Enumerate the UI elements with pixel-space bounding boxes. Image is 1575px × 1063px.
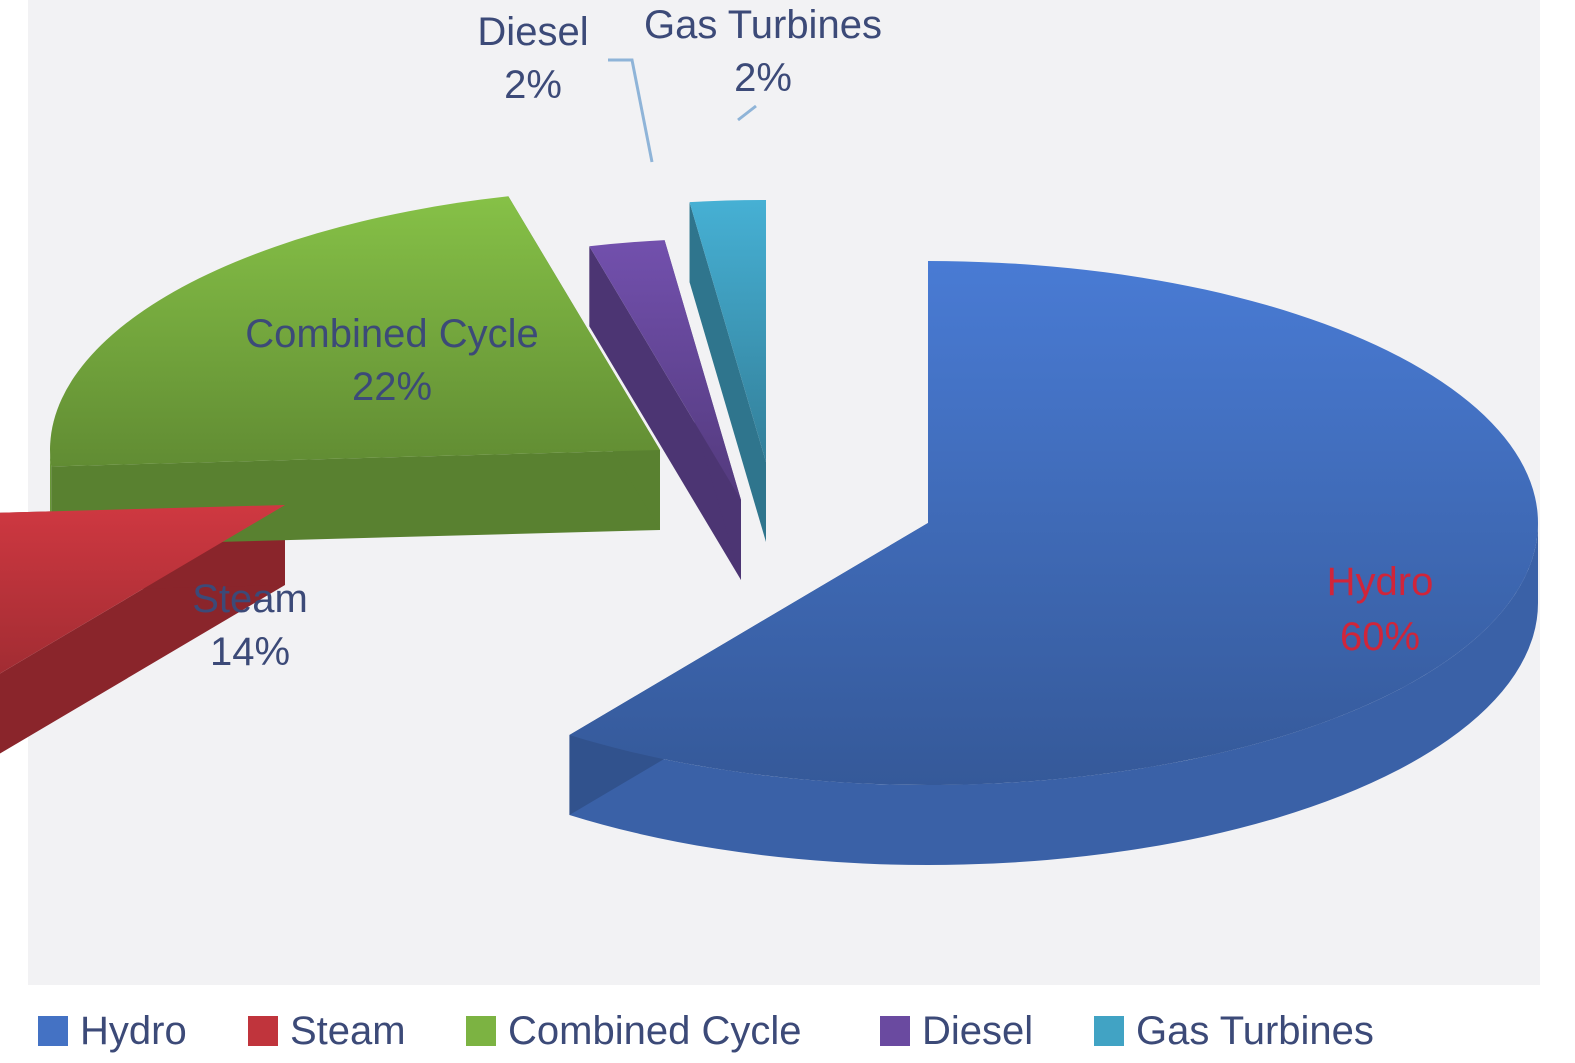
slice-hydro bbox=[569, 261, 1538, 785]
slice-value-label-diesel: 2% bbox=[504, 63, 562, 107]
slice-wall-diesel-0 bbox=[589, 246, 741, 581]
slice-value-label-gas-turbines: 2% bbox=[734, 56, 792, 100]
slice-wall-gas-turbines-0 bbox=[689, 202, 766, 542]
slice-side-hydro bbox=[569, 523, 1539, 865]
legend-label-combined-cycle: Combined Cycle bbox=[508, 1008, 802, 1053]
slice-name-label-diesel: Diesel bbox=[477, 10, 588, 54]
legend-swatch-gas-turbines bbox=[1094, 1016, 1124, 1046]
legend-swatch-steam bbox=[248, 1016, 278, 1046]
legend-label-gas-turbines: Gas Turbines bbox=[1136, 1008, 1374, 1053]
slice-value-label-combined-cycle: 22% bbox=[352, 365, 432, 409]
legend-label-hydro: Hydro bbox=[80, 1008, 187, 1053]
slice-name-label-hydro: Hydro bbox=[1327, 560, 1434, 604]
legend-label-steam: Steam bbox=[290, 1008, 406, 1053]
leader-line-gas-turbines bbox=[737, 104, 757, 122]
legend-swatch-hydro bbox=[38, 1016, 68, 1046]
slice-steam bbox=[0, 505, 285, 674]
legend-item-gas-turbines: Gas Turbines bbox=[1094, 1006, 1374, 1056]
legend-item-diesel: Diesel bbox=[880, 1006, 1033, 1056]
slice-labels: Hydro 60% Steam 14% Combined Cycle 22% Diesel 2… bbox=[192, 3, 1433, 674]
legend-item-steam: Steam bbox=[248, 1006, 406, 1056]
slice-value-label-steam: 14% bbox=[210, 630, 290, 674]
slice-tops bbox=[0, 196, 1538, 785]
legend-label-diesel: Diesel bbox=[922, 1008, 1034, 1053]
legend-item-hydro: Hydro bbox=[38, 1006, 187, 1056]
legend-swatch-combined-cycle bbox=[466, 1016, 496, 1046]
pie-svg: Hydro 60% Steam 14% Combined Cycle 22% Diesel 2… bbox=[0, 3, 1539, 865]
slice-name-label-steam: Steam bbox=[192, 577, 308, 621]
legend-item-combined-cycle: Combined Cycle bbox=[466, 1006, 801, 1056]
legend: Hydro Steam Combined Cycle Diesel Gas Tu… bbox=[0, 1000, 1575, 1060]
legend-swatch-diesel bbox=[880, 1016, 910, 1046]
slice-name-label-combined-cycle: Combined Cycle bbox=[245, 312, 538, 356]
leader-line-diesel bbox=[608, 58, 654, 163]
slice-combined-cycle bbox=[49, 196, 660, 467]
slice-value-label-hydro: 60% bbox=[1340, 615, 1420, 659]
slice-diesel bbox=[589, 240, 741, 500]
slice-name-label-gas-turbines: Gas Turbines bbox=[644, 3, 882, 47]
slice-gas-turbines bbox=[689, 200, 766, 462]
